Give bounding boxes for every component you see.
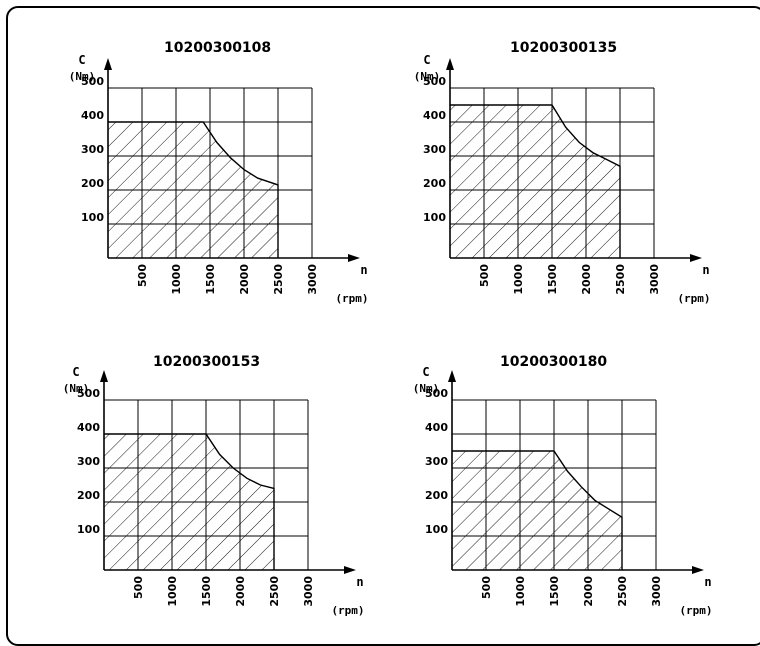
chart-4-y-tick-label: 200 [425,489,448,502]
chart-2-y-axis-label: C [423,53,430,67]
chart-4-area-fill [452,451,622,570]
chart-3-y-axis-label: C [72,365,79,379]
chart-1-x-tick-label: 500 [136,264,149,287]
chart-3-x-tick-label: 1000 [166,576,179,607]
chart-4-x-tick-label: 2000 [582,576,595,607]
chart-2-y-axis-unit: (Nm) [414,70,441,83]
chart-4-x-tick-label: 1500 [548,576,561,607]
chart-4-y-axis-arrow [448,370,456,382]
chart-3-x-tick-label: 2000 [234,576,247,607]
chart-4-x-tick-label: 1000 [514,576,527,607]
chart-3-x-tick-label: 500 [132,576,145,599]
chart-2-y-tick-label: 100 [423,211,446,224]
chart-4-y-tick-label: 100 [425,523,448,536]
chart-2-x-tick-label: 2500 [614,264,627,295]
chart-4-x-tick-label: 500 [480,576,493,599]
chart-3-x-axis-unit: (rpm) [331,604,364,617]
chart-2-x-axis-arrow [690,254,702,262]
chart-4-y-axis-label: C [422,365,429,379]
torque-speed-charts: 100 200 300 400 500 500 1000 1500 2000 2500 3000 C (… [63,40,713,617]
chart-1-y-tick-label: 300 [81,143,104,156]
chart-2-x-tick-label: 1500 [546,264,559,295]
chart-1-x-axis-unit: (rpm) [335,292,368,305]
chart-2-x-tick-label: 2000 [580,264,593,295]
chart-2-area-fill [450,105,620,258]
chart-3-y-axis-arrow [100,370,108,382]
chart-4-y-axis-unit: (Nm) [413,382,440,395]
chart-3-x-tick-label: 2500 [268,576,281,607]
chart-4-y-tick-label: 500 [425,387,448,400]
chart-1-y-axis-arrow [104,58,112,70]
chart-1-x-axis-arrow [348,254,360,262]
chart-3-x-axis-arrow [344,566,356,574]
chart-1-x-axis-label: n [360,263,367,277]
chart-3-title: 10200300153 [153,354,260,370]
chart-4-y-tick-label: 400 [425,421,448,434]
chart-1-x-tick-label: 2000 [238,264,251,295]
chart-4-title: 10200300180 [500,354,607,370]
chart-1-y-tick-label: 100 [81,211,104,224]
chart-4-x-axis-unit: (rpm) [679,604,712,617]
chart-2-x-tick-label: 500 [478,264,491,287]
chart-3-x-tick-label: 3000 [302,576,315,607]
chart-1-x-tick-label: 1000 [170,264,183,295]
chart-3-y-tick-label: 100 [77,523,100,536]
chart-4-y-tick-label: 300 [425,455,448,468]
chart-4-x-axis-arrow [692,566,704,574]
chart-2-series-line [450,104,621,258]
chart-1-x-tick-label: 1500 [204,264,217,295]
chart-1-title: 10200300108 [164,40,271,56]
chart-1-x-tick-label: 2500 [272,264,285,295]
chart-1-y-tick-label: 400 [81,109,104,122]
chart-3-y-tick-label: 200 [77,489,100,502]
chart-3-series-line [104,433,275,570]
chart-3-y-axis-unit: (Nm) [63,382,90,395]
chart-2-y-tick-label: 200 [423,177,446,190]
chart-4-series-line [452,450,623,570]
chart-2-y-tick-label: 400 [423,109,446,122]
chart-1-series-line [108,121,279,258]
chart-3-y-tick-label: 400 [77,421,100,434]
chart-1-y-axis-label: C [78,53,85,67]
chart-4-x-tick-label: 3000 [650,576,663,607]
chart-2-y-axis-arrow [446,58,454,70]
chart-3-y-tick-label: 300 [77,455,100,468]
chart-3-y-tick-label: 500 [77,387,100,400]
chart-4-x-axis-label: n [704,575,711,589]
chart-1-y-axis-unit: (Nm) [69,70,96,83]
chart-2-x-axis-label: n [702,263,709,277]
chart-2-y-tick-label: 300 [423,143,446,156]
chart-1-y-tick-label: 200 [81,177,104,190]
chart-4-x-tick-label: 2500 [616,576,629,607]
chart-2-title: 10200300135 [510,40,617,56]
chart-2-y-tick-label: 500 [423,75,446,88]
chart-2-x-tick-label: 1000 [512,264,525,295]
chart-2-x-axis-unit: (rpm) [677,292,710,305]
chart-1-y-tick-label: 500 [81,75,104,88]
chart-3-x-tick-label: 1500 [200,576,213,607]
chart-2-x-tick-label: 3000 [648,264,661,295]
chart-3-x-axis-label: n [356,575,363,589]
chart-1-x-tick-label: 3000 [306,264,319,295]
